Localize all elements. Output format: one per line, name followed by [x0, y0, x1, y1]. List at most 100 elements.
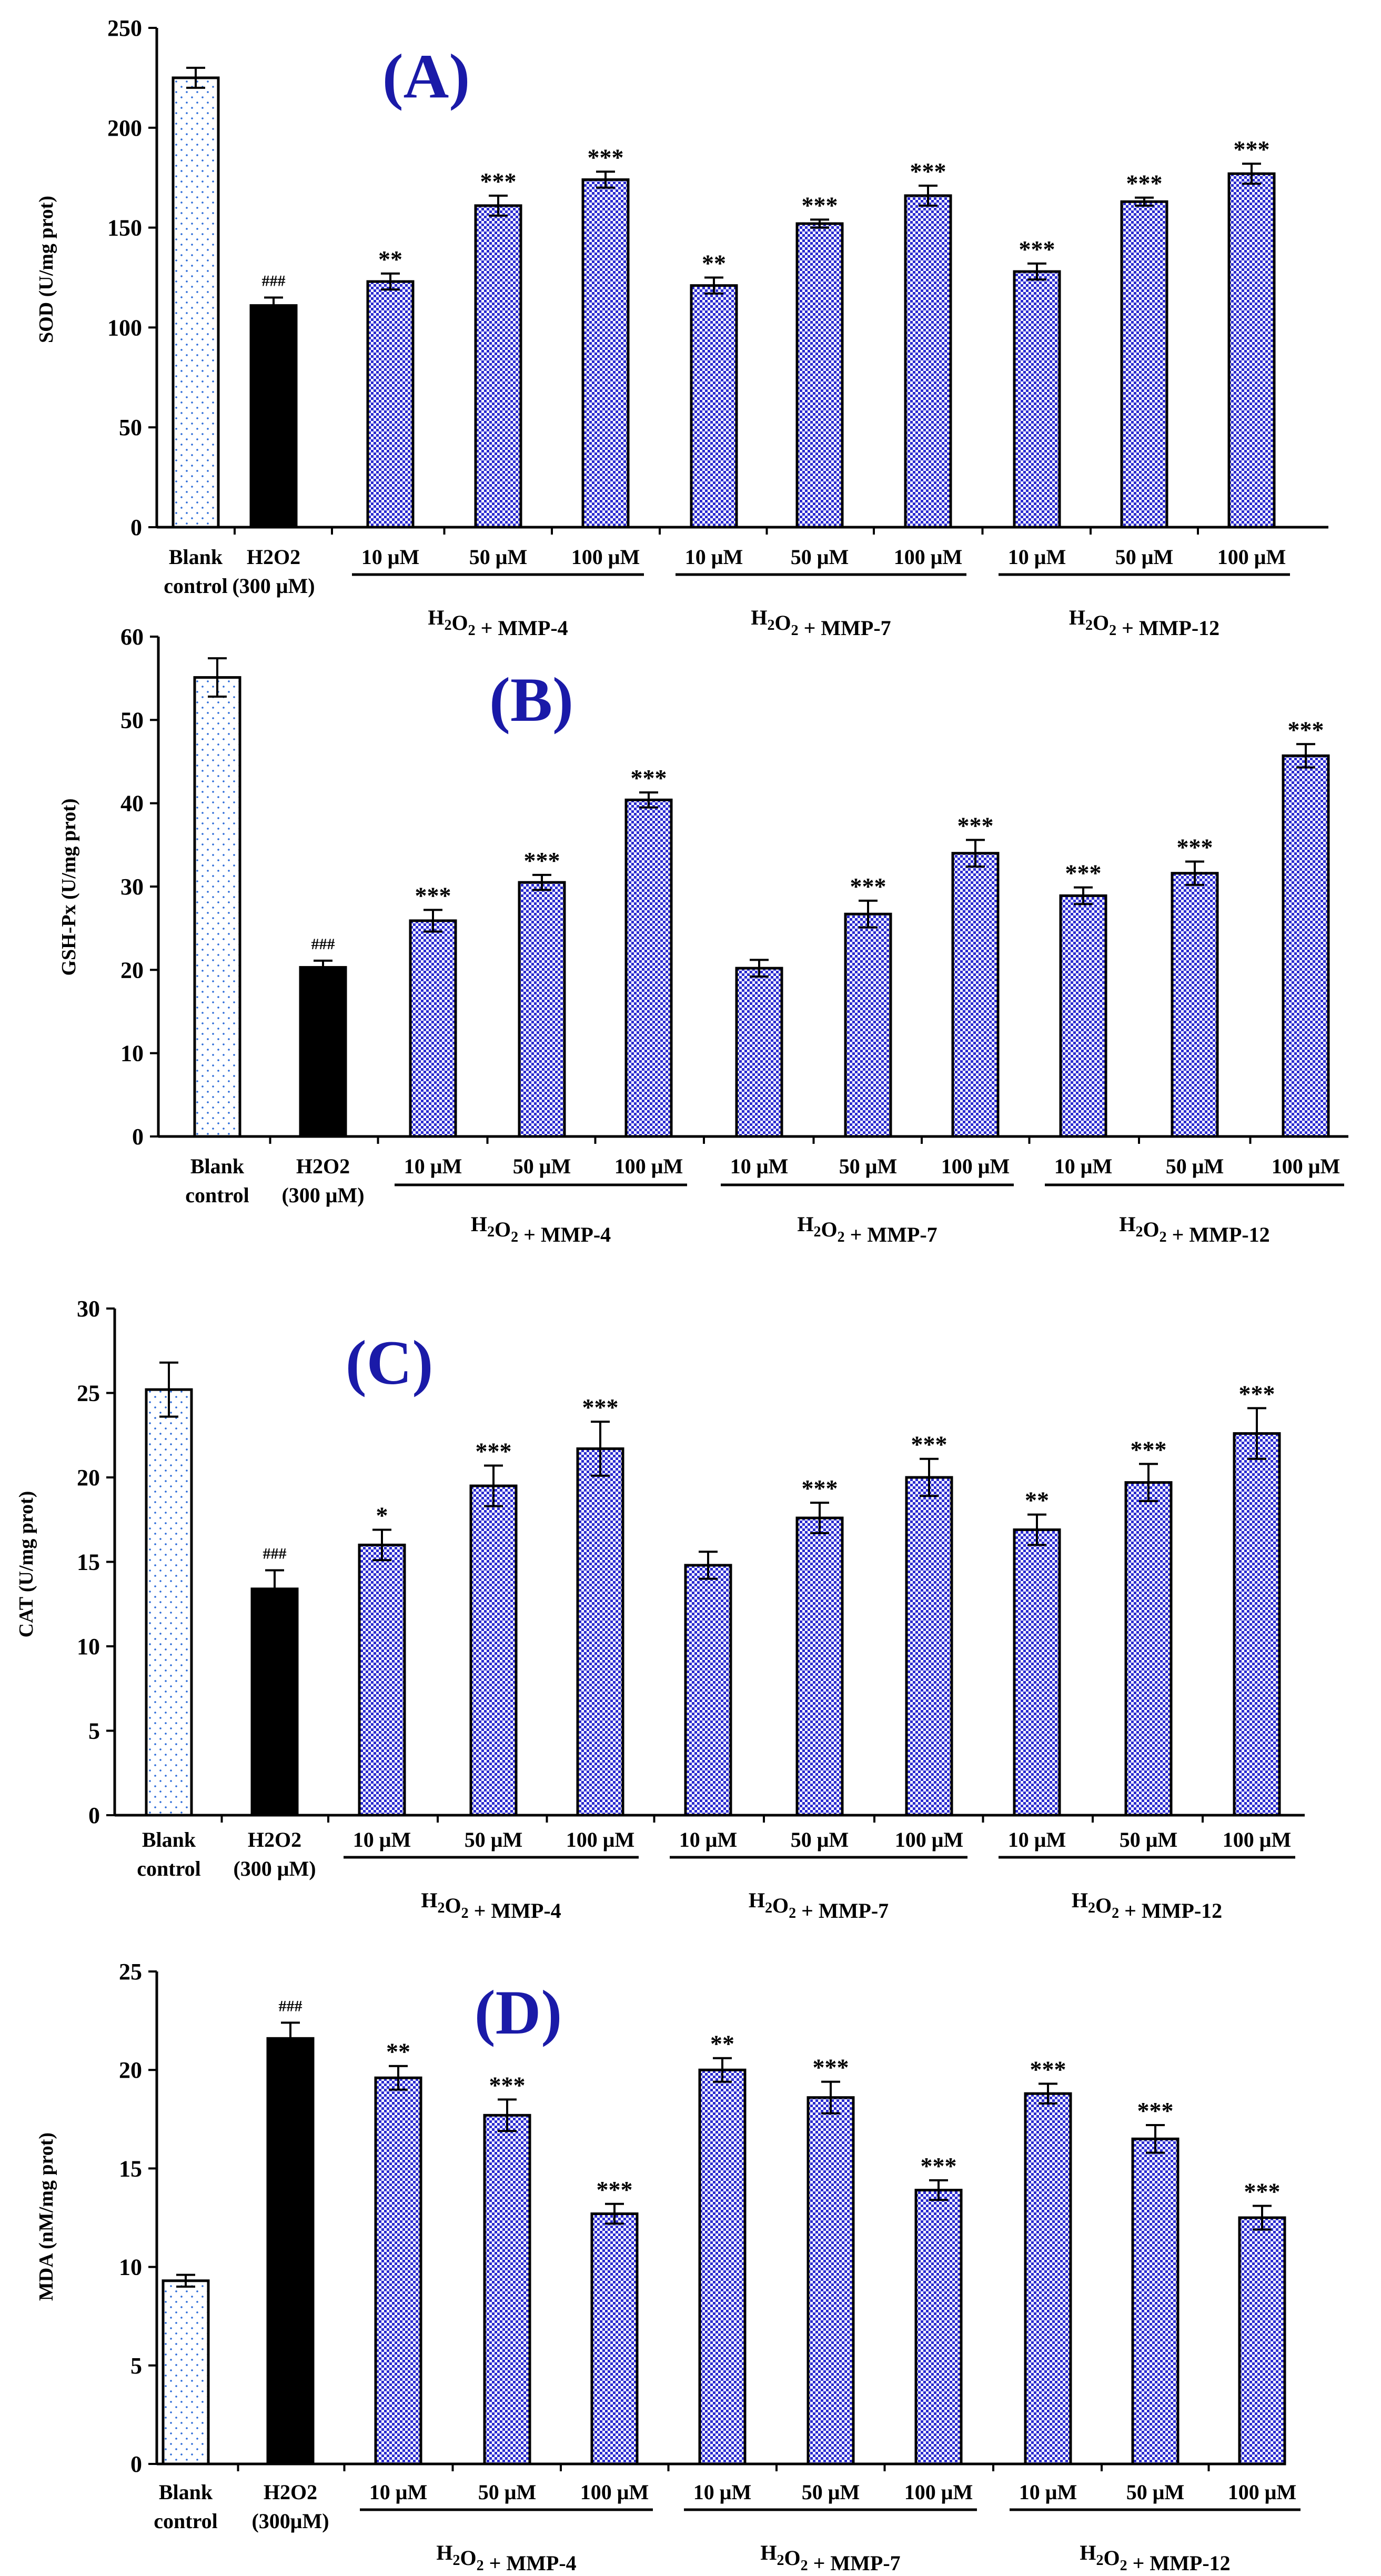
panel-b-bar [1171, 872, 1219, 1138]
panel-a-significance-label: *** [588, 144, 624, 170]
panel-a-y-axis-label: SOD (U/mg prot) [35, 196, 57, 343]
panel-c-group-label: H2O2 + MMP-12 [1072, 1888, 1222, 1923]
panel-b-title: (B) [489, 665, 573, 734]
panel-d-y-tick-label: 20 [119, 2057, 142, 2083]
panel-c-category-label: 100 μM [1223, 1828, 1291, 1852]
panel-b-error-bar [1074, 886, 1093, 905]
panel-b-category-label: 10 μM [404, 1154, 462, 1178]
panel-c-significance-label: *** [911, 1431, 947, 1458]
panel-b-category-label: 50 μM [513, 1154, 571, 1178]
panel-d-category-label: 100 μM [580, 2480, 649, 2504]
panel-a-category-label: 100 μM [571, 545, 640, 569]
panel-d-error-bar [1039, 2082, 1057, 2105]
panel-c-bar [1124, 1481, 1173, 1817]
panel-b-bar [409, 919, 457, 1138]
panel-b-bar [299, 966, 347, 1138]
panel-a-y-tick-label: 150 [107, 215, 142, 241]
panel-b-bar [951, 852, 1000, 1138]
panel-d-bar [807, 2096, 855, 2466]
panel-a-error-bar [1135, 196, 1154, 207]
panel-d-bar [162, 2279, 210, 2466]
panel-c-error-bar [920, 1457, 939, 1497]
panel-a-y-tick-label: 0 [130, 515, 142, 540]
panel-d-error-bar [713, 2057, 732, 2083]
panel-b-bar [624, 798, 673, 1138]
panel-a-bar [172, 76, 220, 529]
panel-c: (C) CAT (U/mg prot) 0 5 10 15 20 25 30 Blank con… [15, 1296, 1305, 1923]
panel-a-error-bar [1242, 163, 1261, 185]
panel-d-group-label: H2O2 + MMP-12 [1080, 2541, 1230, 2575]
panel-a-error-bar [1027, 262, 1046, 281]
panel-b-error-bar [532, 873, 551, 891]
panel-b-significance-label: ### [311, 935, 335, 953]
panel-c-bar [576, 1447, 624, 1817]
panel-a-bar [474, 204, 522, 529]
panel-c-error-bar [1139, 1463, 1158, 1502]
panel-b-bar [1059, 894, 1107, 1138]
panel-d-error-bar [498, 2098, 517, 2132]
panel-c-title: (C) [346, 1327, 434, 1397]
panel-b-error-bar [639, 791, 658, 809]
panel-c-significance-label: *** [476, 1438, 512, 1465]
panel-a-category-label: 100 μM [1217, 545, 1286, 569]
panel-c-category-label: 100 μM [566, 1828, 634, 1852]
panel-d-bar [1131, 2137, 1180, 2466]
panel-b-bar [193, 676, 241, 1138]
panel-b-bar [1282, 754, 1330, 1138]
panel-d-category-label: 10 μM [693, 2480, 751, 2504]
panel-a-category-label: 50 μM [1115, 545, 1173, 569]
panel-b-significance-label: *** [1065, 860, 1102, 887]
panel-b-significance-label: *** [850, 873, 886, 900]
panel-a-error-bar [381, 272, 400, 291]
panel-a-category-label: 10 μM [685, 545, 743, 569]
panel-a-significance-label: *** [802, 192, 838, 218]
panel-d-error-bar [1146, 2124, 1165, 2154]
panel-a-group-label: H2O2 + MMP-7 [751, 606, 891, 640]
panel-a-error-bar [704, 276, 723, 295]
panel-b-category-label: 100 μM [941, 1154, 1010, 1178]
panel-a-category-label: 10 μM [1008, 545, 1066, 569]
panel-d-significance-label: *** [1137, 2097, 1174, 2124]
panel-c-category-label: 50 μM [791, 1828, 849, 1852]
panel-b-significance-label: *** [524, 847, 560, 874]
panel-c-category-label: 50 μM [465, 1828, 522, 1852]
panel-c-bar [1013, 1528, 1061, 1817]
panel-d-y-tick-label: 15 [119, 2156, 142, 2181]
panel-b-bar [518, 881, 566, 1138]
panel-d-category-label: 100 μM [1228, 2480, 1296, 2504]
panel-a-category-label: (300 μM) [232, 574, 315, 598]
panel-c-category-label: 100 μM [895, 1828, 963, 1852]
panel-b-category-label: H2O2 [296, 1154, 350, 1178]
panel-b-error-bar [859, 899, 878, 929]
panel-b-error-bar [750, 959, 769, 978]
panel-d: (D) MDA (nM/mg prot) 0 5 10 15 20 25 Blank cont… [35, 1959, 1301, 2575]
panel-d-error-bar [281, 2021, 300, 2056]
panel-c-bar [145, 1388, 193, 1817]
panel-d-significance-label: *** [921, 2152, 957, 2179]
panel-c-error-bar [1247, 1407, 1266, 1460]
panel-a-group-label: H2O2 + MMP-12 [1069, 606, 1219, 640]
panel-b-category-label: 10 μM [730, 1154, 788, 1178]
panel-b-category-label: 50 μM [839, 1154, 897, 1178]
panel-d-bar [1238, 2216, 1286, 2466]
panel-d-error-bar [176, 2273, 195, 2288]
panel-d-significance-label: ### [279, 1997, 303, 2015]
panel-c-error-bar [484, 1464, 503, 1507]
panel-b-y-tick-label: 40 [120, 791, 144, 817]
panel-a-significance-label: ** [378, 246, 402, 273]
panel-a-error-bar [489, 194, 508, 217]
panel-a-significance-label: *** [1234, 136, 1270, 163]
panel-d-title: (D) [475, 1977, 562, 2047]
panel-c-error-bar [699, 1551, 718, 1580]
panel-c-significance-label: *** [1239, 1380, 1275, 1407]
panel-c-y-tick-label: 15 [77, 1549, 100, 1575]
panel-c-y-tick-label: 5 [88, 1718, 100, 1744]
panel-b-bar [735, 967, 783, 1138]
panel-d-significance-label: ** [710, 2030, 734, 2057]
panel-c-y-tick-label: 10 [77, 1634, 100, 1659]
panel-d-y-tick-label: 0 [130, 2451, 142, 2477]
panel-a-bar [904, 194, 952, 529]
panel-a-error-bar [264, 296, 283, 315]
panel-a-significance-label: ** [702, 250, 726, 277]
panel-b-category-label: control [185, 1183, 249, 1207]
